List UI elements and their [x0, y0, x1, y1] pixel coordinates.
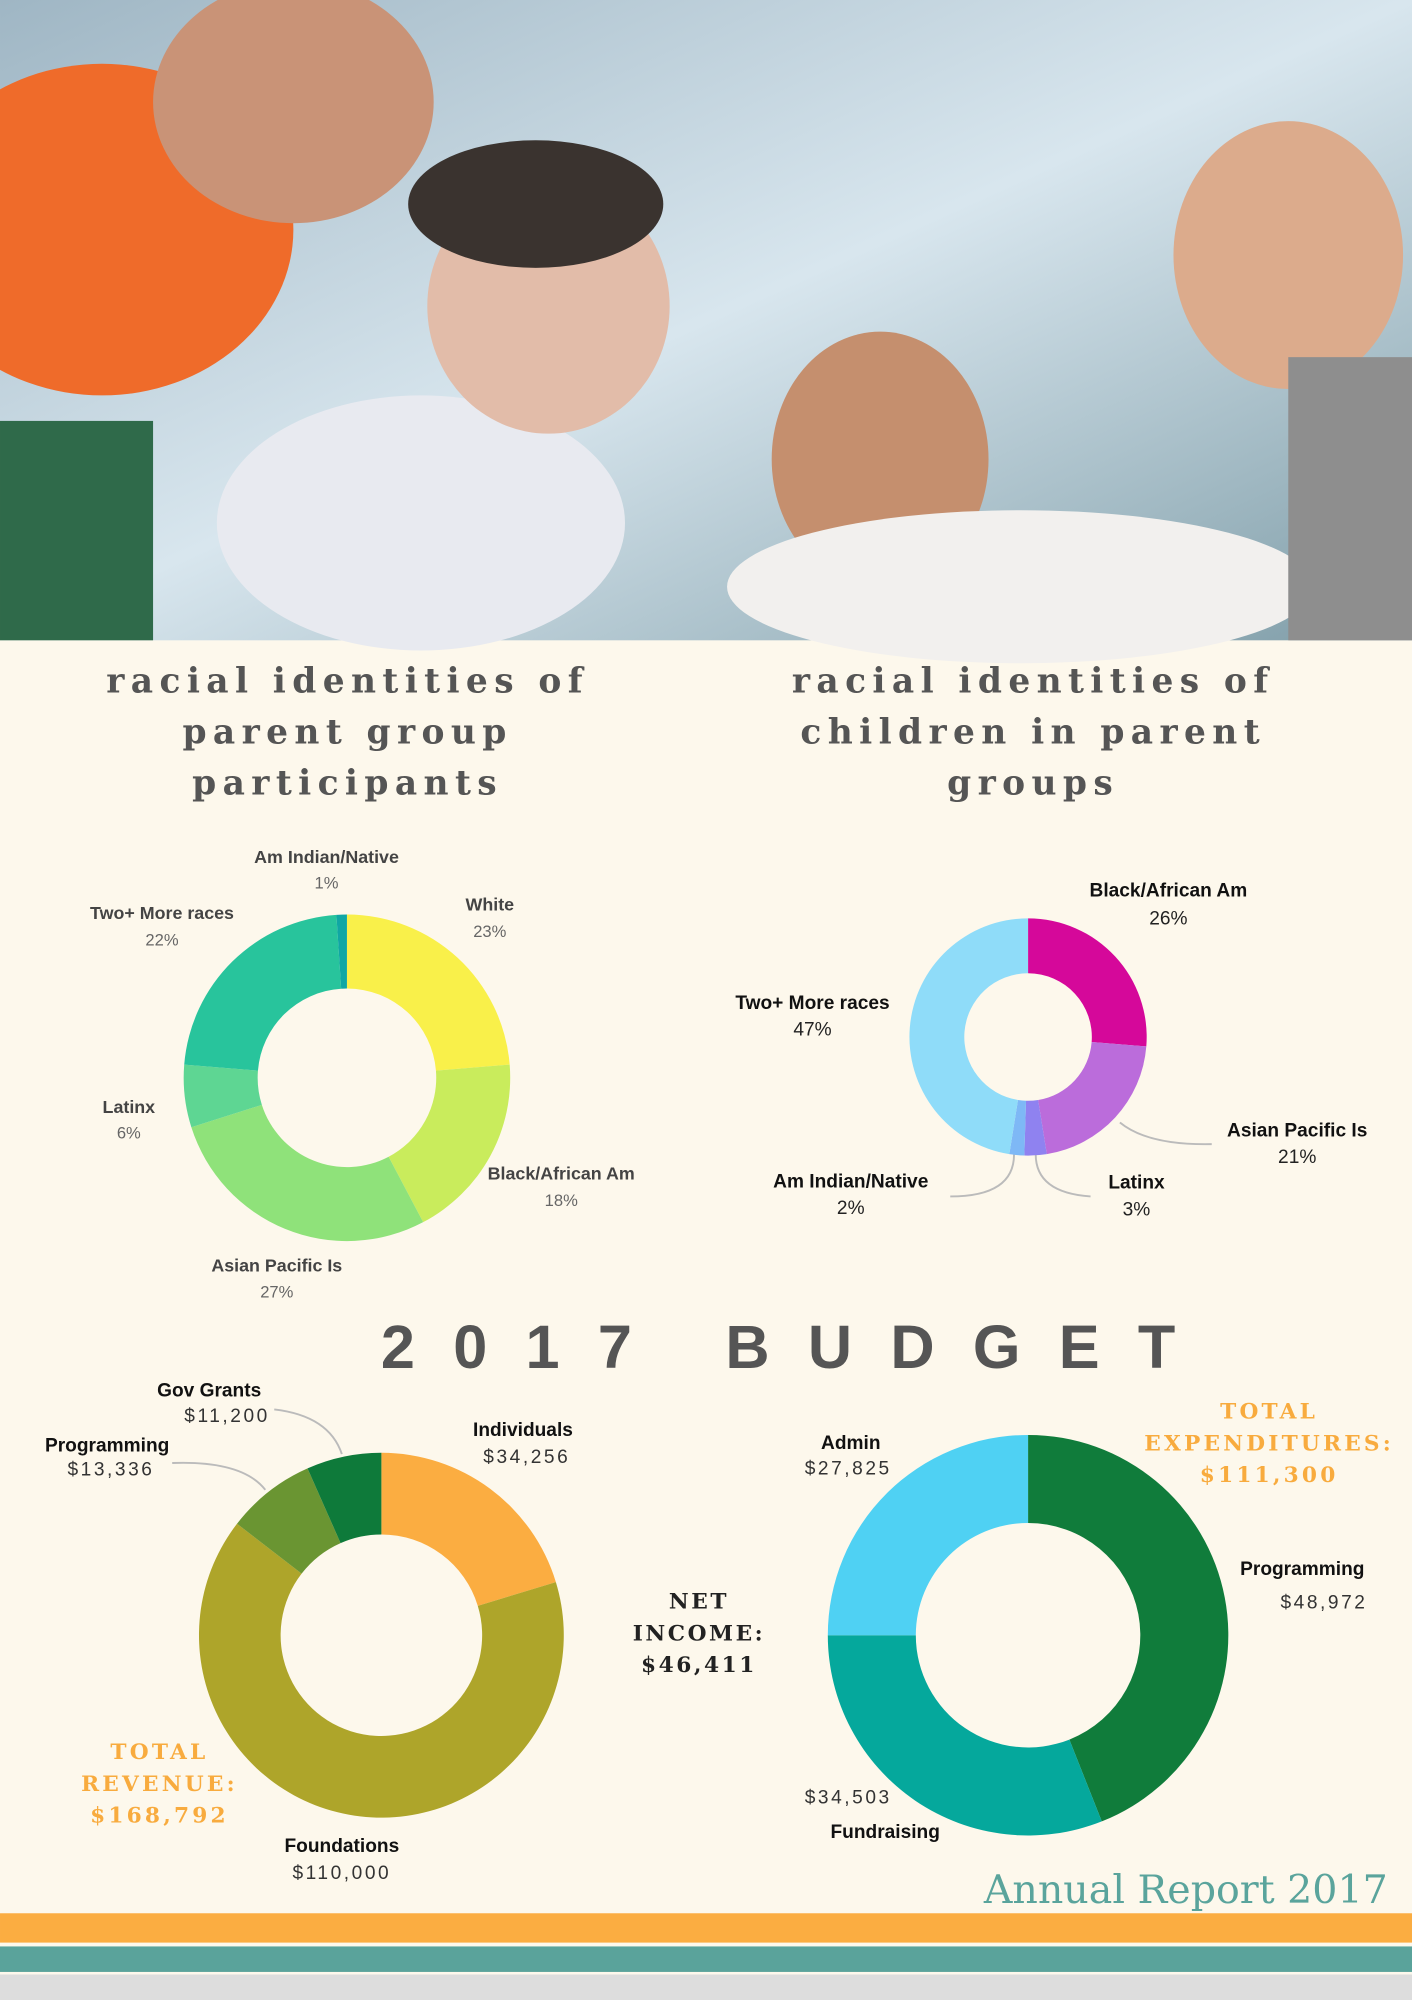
- leader-lines: [172, 1121, 1212, 1491]
- segment-label: Black/African Am: [488, 1163, 635, 1183]
- annotation: TOTAL REVENUE: $168,792: [81, 1739, 238, 1830]
- segment-label: Programming: [1240, 1559, 1364, 1580]
- donut-segment: [184, 914, 342, 1071]
- donut-segment: [336, 914, 347, 989]
- value-label: $34,256: [483, 1447, 570, 1468]
- chart-title-box: racial identities of parent group partic…: [106, 661, 589, 804]
- segment-label: Gov Grants: [157, 1381, 261, 1402]
- heading: 2017 BUDGET: [381, 1313, 1214, 1381]
- value-label: 22%: [145, 931, 178, 950]
- stripe: [0, 1913, 1412, 1943]
- net-income-box: NET INCOME: $46,411: [632, 1589, 766, 1679]
- segment-label: Individuals: [473, 1420, 573, 1441]
- value-label: 3%: [1123, 1200, 1151, 1221]
- donut-segment: [827, 1635, 1102, 1836]
- donut-segment: [1028, 918, 1147, 1047]
- footer: Annual Report 2017: [983, 1867, 1388, 1913]
- segment-label: Latinx: [1108, 1173, 1165, 1194]
- segment-label: Am Indian/Native: [254, 847, 399, 867]
- stripe: [0, 1946, 1412, 1972]
- value-label: 27%: [260, 1283, 293, 1302]
- donut-segment: [1038, 1042, 1147, 1155]
- stripe: [0, 1974, 1412, 2000]
- donut-segment: [1024, 1099, 1047, 1156]
- donut-segment: [237, 1468, 341, 1574]
- annotation-box: TOTAL EXPENDITURES: $111,300: [1144, 1399, 1394, 1489]
- chart-title-box: racial identities of children in parent …: [791, 661, 1275, 804]
- value-label: 21%: [1278, 1147, 1316, 1168]
- donut-segment: [183, 1064, 262, 1128]
- value-label: $11,200: [184, 1406, 270, 1427]
- donut-segment: [381, 1452, 556, 1606]
- value-label: $34,503: [805, 1788, 892, 1809]
- donut-segment: [1028, 1434, 1229, 1822]
- value-label: $13,336: [67, 1460, 154, 1481]
- segment-label: Asian Pacific Is: [1227, 1120, 1367, 1141]
- value-label: 18%: [545, 1191, 578, 1210]
- donut-segment: [198, 1523, 564, 1818]
- segment-label: Latinx: [103, 1097, 156, 1117]
- photo: [0, 0, 1412, 664]
- value-label: $110,000: [292, 1863, 391, 1884]
- donut-segment: [909, 918, 1029, 1155]
- donut-segment: [1009, 1099, 1027, 1156]
- segment-label: White: [466, 894, 515, 914]
- segment-label: Am Indian/Native: [773, 1171, 928, 1192]
- donut-segment: [307, 1452, 382, 1544]
- net-income: NET INCOME: $46,411: [632, 1589, 766, 1679]
- donut-segment: [827, 1434, 1029, 1636]
- donut-segment: [346, 914, 510, 1071]
- segment-label: Programming: [45, 1435, 169, 1456]
- value-label: 6%: [117, 1123, 141, 1142]
- chart-title: racial identities of parent group partic…: [106, 661, 589, 804]
- annotation-box: TOTAL REVENUE: $168,792: [81, 1739, 238, 1830]
- segment-label: Black/African Am: [1090, 881, 1248, 902]
- value-label: $27,825: [805, 1458, 892, 1479]
- value-label: 47%: [793, 1020, 831, 1041]
- chart-title: racial identities of children in parent …: [791, 661, 1275, 804]
- donut-segment: [388, 1064, 511, 1223]
- annotation: TOTAL EXPENDITURES: $111,300: [1144, 1399, 1394, 1489]
- segment-label: Asian Pacific Is: [211, 1255, 342, 1275]
- value-label: 26%: [1149, 909, 1187, 930]
- segment-label: Fundraising: [830, 1822, 939, 1843]
- segment-label: Two+ More races: [90, 903, 234, 923]
- segment-label: Two+ More races: [735, 993, 889, 1014]
- segment-label: Foundations: [284, 1836, 399, 1857]
- value-label: 2%: [837, 1198, 865, 1219]
- value-label: 23%: [473, 922, 506, 941]
- segment-label: Admin: [821, 1433, 881, 1454]
- donut-segment: [191, 1104, 424, 1242]
- value-label: 1%: [315, 873, 339, 892]
- value-label: $48,972: [1280, 1592, 1367, 1613]
